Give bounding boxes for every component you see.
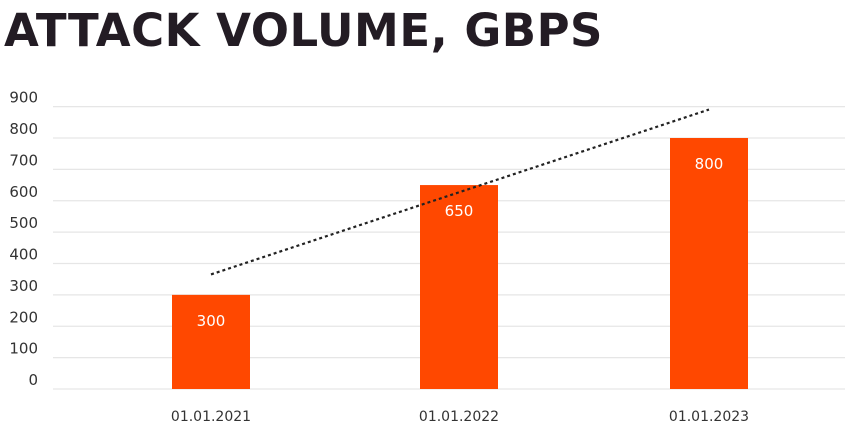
y-tick-label: 400 xyxy=(9,246,38,264)
y-tick-label: 700 xyxy=(9,151,38,169)
y-tick-label: 600 xyxy=(9,183,38,201)
x-tick-label: 01.01.2023 xyxy=(669,409,749,425)
bar xyxy=(172,294,250,389)
x-tick-label: 01.01.2021 xyxy=(171,409,251,425)
y-tick-label: 500 xyxy=(9,214,38,232)
y-tick-label: 0 xyxy=(28,371,38,389)
y-tick-label: 800 xyxy=(9,120,38,138)
y-tick-label: 200 xyxy=(9,308,38,326)
y-tick-label: 100 xyxy=(9,340,38,358)
data-label: 650 xyxy=(445,202,474,220)
data-label: 300 xyxy=(197,312,226,330)
bar xyxy=(420,185,498,389)
chart-title: ATTACK VOLUME, GBPS xyxy=(4,4,603,57)
bar xyxy=(670,138,748,389)
data-label: 800 xyxy=(695,155,724,173)
x-tick-label: 01.01.2022 xyxy=(419,409,499,425)
y-tick-label: 300 xyxy=(9,277,38,295)
y-tick-label: 900 xyxy=(9,89,38,107)
